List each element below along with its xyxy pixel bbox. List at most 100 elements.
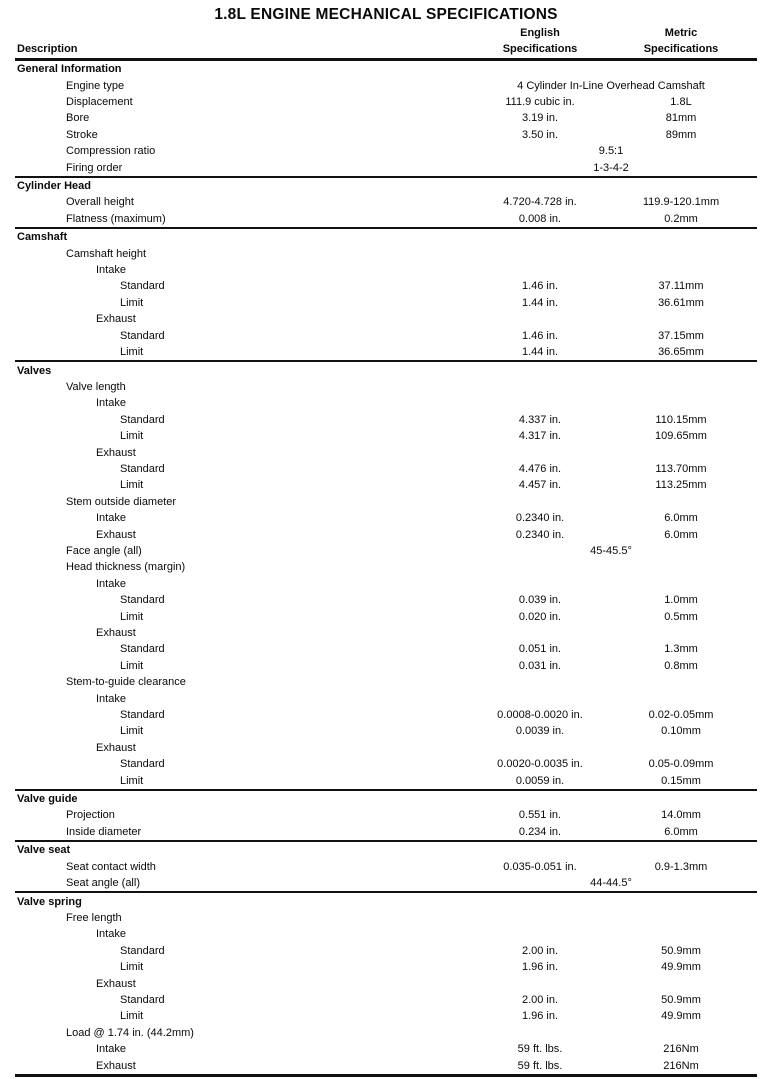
row-label: Limit xyxy=(120,296,144,309)
row-label: Overall height xyxy=(66,196,134,209)
spec-row: Limit 4.317 in. 109.65mm xyxy=(15,428,757,444)
english-value: 0.020 in. xyxy=(518,610,562,623)
span-value: 9.5:1 xyxy=(598,145,624,158)
metric-value: 81mm xyxy=(665,112,697,125)
column-header-description: Description xyxy=(17,43,78,55)
metric-value: 50.9mm xyxy=(661,993,701,1006)
spec-row: Head thickness (margin) xyxy=(15,559,757,575)
section-title: Valves xyxy=(17,364,52,377)
row-label: Stroke xyxy=(66,128,98,141)
row-label: Displacement xyxy=(66,96,133,109)
spec-row: Standard 2.00 in. 50.9mm xyxy=(15,992,757,1008)
metric-value: 37.15mm xyxy=(658,329,704,342)
english-value: 0.2340 in. xyxy=(515,512,565,525)
spec-row: Free length xyxy=(15,910,757,926)
spec-row: Bore 3.19 in. 81mm xyxy=(15,110,757,126)
spec-row: Standard 0.0020-0.0035 in. 0.05-0.09mm xyxy=(15,756,757,772)
column-header-english-line2: Specifications xyxy=(502,42,578,55)
row-label: Intake xyxy=(96,264,126,277)
spec-row: Limit 1.96 in. 49.9mm xyxy=(15,959,757,975)
english-value: 4.337 in. xyxy=(518,413,562,426)
row-label: Limit xyxy=(120,479,144,492)
row-label: Free length xyxy=(66,911,122,924)
spec-row: Standard 2.00 in. 50.9mm xyxy=(15,943,757,959)
row-label: Standard xyxy=(120,709,165,722)
column-header-english: English Specifications xyxy=(465,26,615,57)
english-value: 4.317 in. xyxy=(518,430,562,443)
spec-row: Exhaust xyxy=(15,975,757,991)
english-value: 0.039 in. xyxy=(518,594,562,607)
metric-value: 0.05-0.09mm xyxy=(648,758,714,771)
english-value: 59 ft. lbs. xyxy=(517,1043,563,1056)
spec-section: Valves Valve length Intake Standard 4.337 in… xyxy=(15,360,757,789)
row-label: Exhaust xyxy=(96,528,136,541)
row-label: Standard xyxy=(120,758,165,771)
spec-row: Exhaust xyxy=(15,311,757,327)
row-label: Head thickness (margin) xyxy=(66,561,186,574)
row-label: Stem-to-guide clearance xyxy=(66,676,186,689)
spec-row: Intake xyxy=(15,576,757,592)
row-label: Standard xyxy=(120,462,165,475)
row-label: Load @ 1.74 in. (44.2mm) xyxy=(66,1026,194,1039)
metric-value: 0.9-1.3mm xyxy=(654,860,708,873)
english-value: 3.19 in. xyxy=(521,112,559,125)
row-label: Exhaust xyxy=(96,446,136,459)
row-label: Flatness (maximum) xyxy=(66,212,166,225)
metric-value: 49.9mm xyxy=(661,1010,701,1023)
english-value: 0.035-0.051 in. xyxy=(503,860,577,873)
spec-row: Intake xyxy=(15,395,757,411)
metric-value: 14.0mm xyxy=(661,809,701,822)
row-label: Standard xyxy=(120,643,165,656)
spec-row: Stem outside diameter xyxy=(15,494,757,510)
spec-row: Load @ 1.74 in. (44.2mm) xyxy=(15,1025,757,1041)
row-label: Standard xyxy=(120,280,165,293)
english-value: 1.44 in. xyxy=(521,296,559,309)
metric-value: 49.9mm xyxy=(661,961,701,974)
english-value: 1.96 in. xyxy=(521,1010,559,1023)
metric-value: 6.0mm xyxy=(664,528,698,541)
row-label: Limit xyxy=(120,774,144,787)
metric-value: 0.2mm xyxy=(664,212,698,225)
english-value: 1.46 in. xyxy=(521,280,559,293)
spec-row: Intake xyxy=(15,262,757,278)
english-value: 2.00 in. xyxy=(521,993,559,1006)
metric-value: 216Nm xyxy=(663,1043,699,1056)
spec-row: Overall height 4.720-4.728 in. 119.9-120.1… xyxy=(15,194,757,210)
english-value: 0.008 in. xyxy=(518,212,562,225)
row-label: Standard xyxy=(120,944,165,957)
span-value: 45-45.5° xyxy=(590,544,632,557)
spec-row: Intake 0.2340 in. 6.0mm xyxy=(15,510,757,526)
metric-value: 109.65mm xyxy=(655,430,707,443)
spec-row: Flatness (maximum) 0.008 in. 0.2mm xyxy=(15,211,757,227)
section-title: Valve spring xyxy=(17,895,82,908)
row-label: Exhaust xyxy=(96,977,136,990)
spec-row: Engine type 4 Cylinder In-Line Overhead C… xyxy=(15,77,757,93)
spec-row: Valve length xyxy=(15,379,757,395)
spec-row: Seat contact width 0.035-0.051 in. 0.9-1.3… xyxy=(15,859,757,875)
spec-row: Limit 4.457 in. 113.25mm xyxy=(15,477,757,493)
spec-row: Compression ratio 9.5:1 xyxy=(15,143,757,159)
row-label: Limit xyxy=(120,659,144,672)
spec-row: Stroke 3.50 in. 89mm xyxy=(15,127,757,143)
row-label: Face angle (all) xyxy=(66,544,142,557)
metric-value: 89mm xyxy=(665,128,697,141)
row-label: Seat angle (all) xyxy=(66,877,140,890)
metric-value: 1.8L xyxy=(670,96,692,109)
spec-section: Valve spring Free length Intake Standard 2.0… xyxy=(15,891,757,1073)
english-value: 59 ft. lbs. xyxy=(517,1059,563,1072)
metric-value: 0.02-0.05mm xyxy=(648,709,714,722)
section-title: Valve seat xyxy=(17,844,71,857)
english-value: 0.0039 in. xyxy=(515,725,565,738)
spec-row: Limit 0.0059 in. 0.15mm xyxy=(15,772,757,788)
row-label: Camshaft height xyxy=(66,247,147,260)
spec-row: Limit 0.031 in. 0.8mm xyxy=(15,658,757,674)
spec-row: Standard 0.0008-0.0020 in. 0.02-0.05mm xyxy=(15,707,757,723)
row-label: Standard xyxy=(120,329,165,342)
metric-value: 0.8mm xyxy=(664,659,698,672)
row-label: Exhaust xyxy=(96,313,136,326)
row-label: Valve length xyxy=(66,380,126,393)
spec-row: Exhaust 59 ft. lbs. 216Nm xyxy=(15,1057,757,1073)
spec-row: Standard 4.337 in. 110.15mm xyxy=(15,412,757,428)
span-value: 1-3-4-2 xyxy=(593,161,629,174)
english-value: 0.051 in. xyxy=(518,643,562,656)
